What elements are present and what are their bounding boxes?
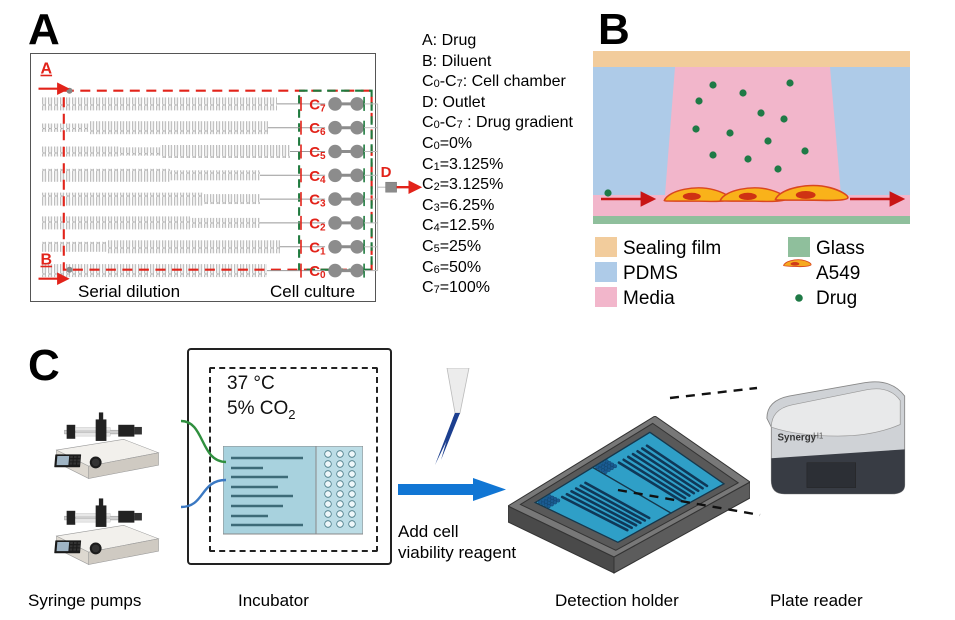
svg-text:Glass: Glass [816,238,865,259]
svg-text:C6: C6 [309,120,326,138]
svg-text:C7: C7 [309,96,326,114]
svg-text:PDMS: PDMS [623,263,678,284]
svg-text:C2: C2 [309,215,326,233]
svg-text:A549: A549 [816,263,860,284]
svg-text:C3: C3 [309,192,326,210]
svg-text:C5: C5 [309,144,326,162]
svg-text:C0: C0 [309,263,326,281]
svg-text:H1: H1 [813,432,824,441]
svg-text:Synergy: Synergy [778,433,817,444]
svg-text:D: D [381,164,392,181]
svg-text:C1: C1 [309,239,326,257]
svg-text:Sealing film: Sealing film [623,238,721,259]
svg-text:C4: C4 [309,168,326,186]
svg-text:B: B [41,252,53,269]
svg-text:Media: Media [623,288,675,309]
svg-text:Drug: Drug [816,288,857,309]
svg-text:A: A [41,61,53,78]
